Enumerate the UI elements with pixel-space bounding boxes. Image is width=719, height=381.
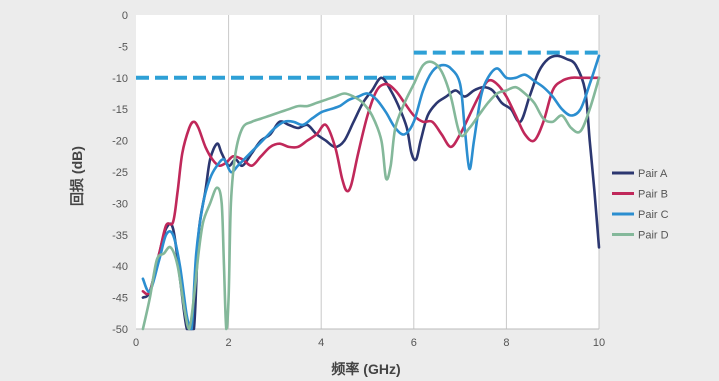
series-line-pair-b [141,76,601,296]
series-group [141,54,601,331]
x-tick-label: 2 [226,337,232,349]
series-line-pair-c [141,54,601,331]
tick-labels: 0 -5 -10 -15 -20 -25 -30 -35 -40 -45 -50 0 2 4 6 8 10 [112,10,605,349]
x-axis-title: 频率 (GHz) [331,361,400,377]
y-tick-label: -35 [112,230,128,242]
legend-label: Pair A [638,168,668,180]
y-tick-label: -45 [112,293,128,305]
series-line-pair-d [141,60,601,331]
legend-label: Pair D [638,230,669,242]
y-tick-label: -30 [112,198,128,210]
x-tick-label: 0 [133,337,139,349]
legend-label: Pair B [638,189,668,201]
y-tick-label: -40 [112,261,128,273]
y-tick-label: -15 [112,104,128,116]
limit-lines [136,50,599,80]
x-tick-label: 8 [503,337,509,349]
y-tick-label: -25 [112,167,128,179]
x-tick-label: 4 [318,337,324,349]
y-tick-label: -5 [118,41,128,53]
x-tick-label: 10 [593,337,605,349]
legend: Pair A Pair B Pair C Pair D [612,168,669,242]
y-tick-label: -10 [112,73,128,85]
y-tick-label: 0 [122,10,128,22]
y-axis-title: 回损 (dB) [69,146,85,206]
legend-label: Pair C [638,209,669,221]
series-line-pair-a [141,54,601,331]
y-tick-label: -20 [112,136,128,148]
y-tick-label: -50 [112,324,128,336]
x-tick-label: 6 [411,337,417,349]
plot-area [136,15,599,329]
